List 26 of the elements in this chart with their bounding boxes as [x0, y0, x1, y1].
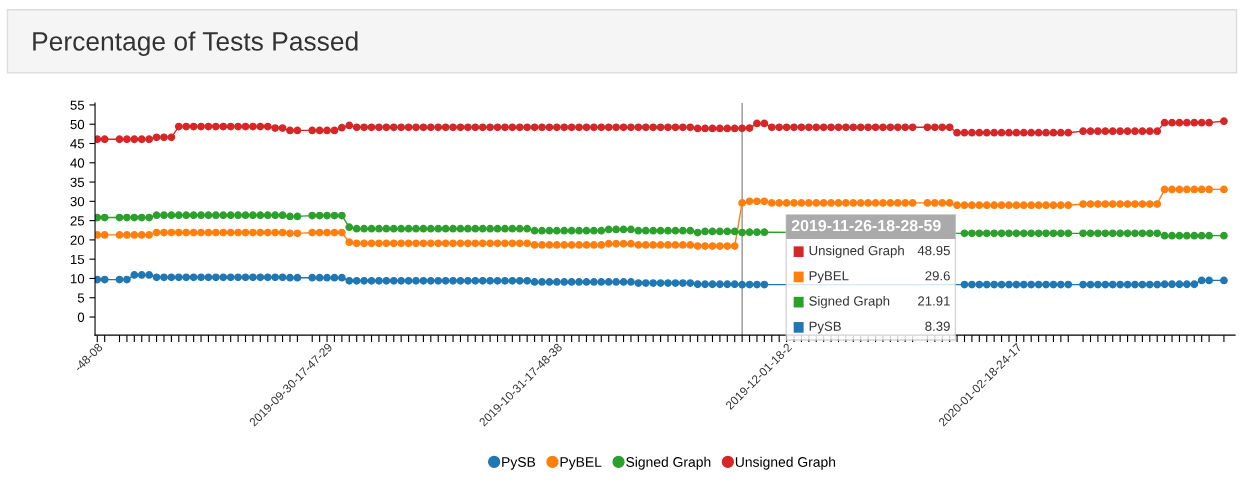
chart-title: Percentage of Tests Passed — [33, 31, 358, 56]
y-tick-label: 40 — [70, 158, 85, 168]
y-tick-label: 55 — [70, 100, 85, 110]
legend-label: Unsigned Graph — [809, 245, 904, 258]
y-tick-label: 45 — [70, 139, 85, 149]
legend-label: Signed Graph — [809, 296, 890, 309]
text: PySB — [502, 457, 536, 470]
y-tick-label: 0 — [77, 312, 85, 322]
annotation: 21.91 — [918, 296, 950, 306]
y-tick-label: 5 — [77, 293, 85, 303]
annotation: 2019-11-26-18-28-59 — [791, 219, 941, 232]
annotation: 48.95 — [917, 245, 950, 256]
y-tick-label: 10 — [70, 274, 85, 284]
legend-label: PySB — [809, 321, 841, 334]
y-tick-label: 15 — [70, 254, 85, 265]
text: Unsigned Graph — [735, 456, 836, 470]
y-tick-label: 30 — [70, 196, 85, 207]
annotation: 8.39 — [925, 321, 950, 331]
y-tick-label: 20 — [70, 235, 85, 245]
text: PyBEL — [560, 457, 602, 470]
y-tick-label: 25 — [70, 216, 85, 226]
legend-label: PyBEL — [809, 271, 849, 284]
text: Signed Graph — [626, 456, 711, 470]
y-tick-label: 50 — [70, 119, 85, 130]
y-tick-label: 35 — [70, 177, 85, 187]
annotation: 29.6 — [925, 271, 950, 281]
